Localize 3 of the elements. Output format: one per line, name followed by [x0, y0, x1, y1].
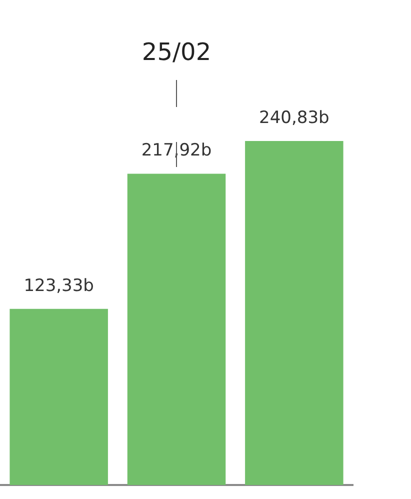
data-label: 123,33b	[24, 276, 94, 296]
text: 25/02	[142, 38, 212, 66]
data-label: 240,83b	[259, 108, 330, 128]
